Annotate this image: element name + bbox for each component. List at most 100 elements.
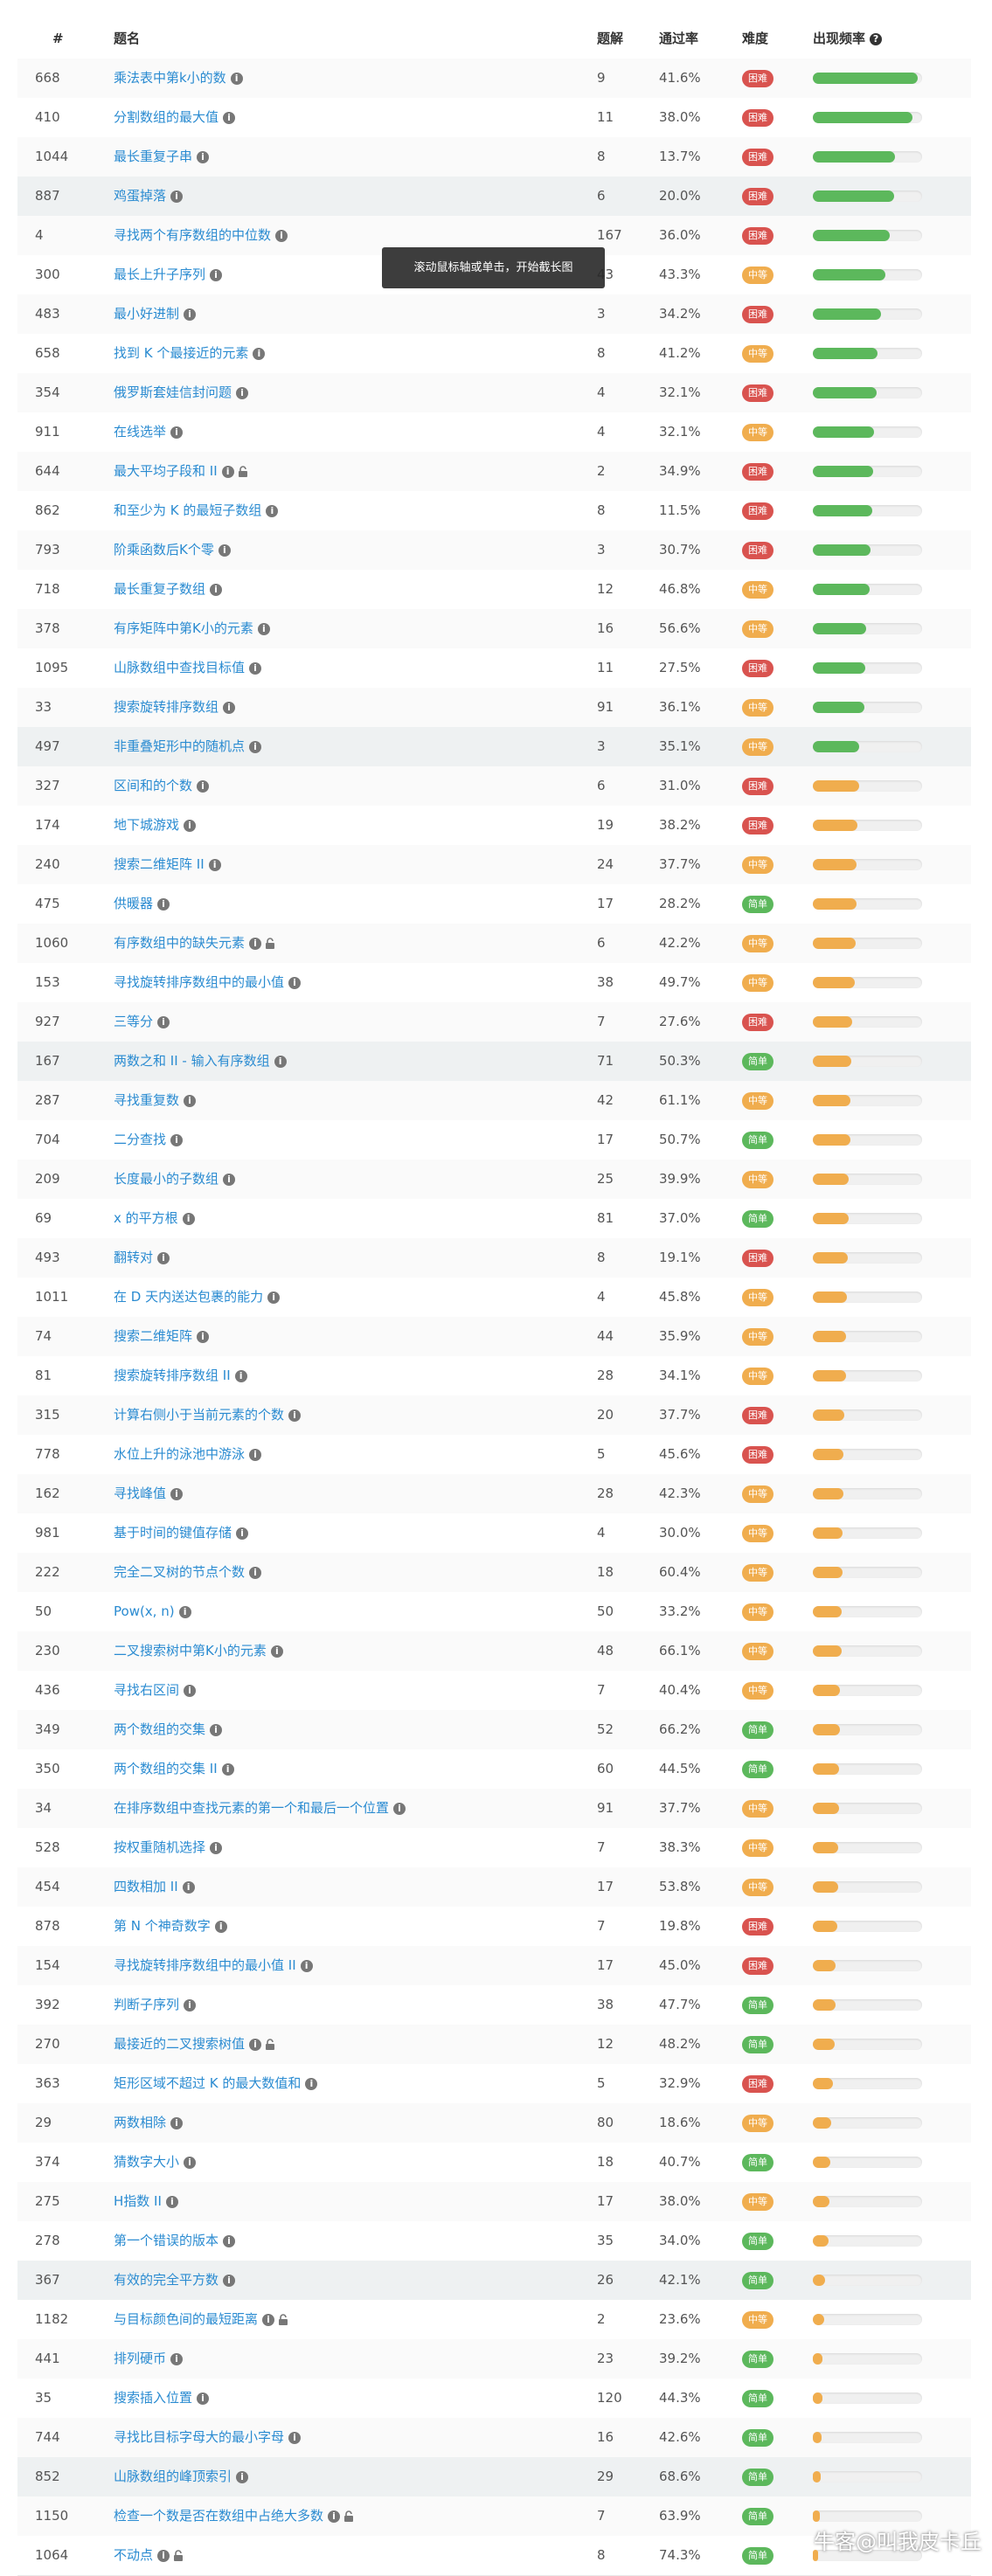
problem-title[interactable]: 二叉搜索树中第K小的元素: [114, 1643, 267, 1658]
info-icon[interactable]: i: [274, 1055, 287, 1068]
info-icon[interactable]: i: [157, 1015, 170, 1028]
problem-title[interactable]: 找到 K 个最接近的元素: [114, 345, 249, 361]
problem-title[interactable]: 长度最小的子数组: [114, 1171, 219, 1187]
info-icon[interactable]: i: [305, 2077, 318, 2090]
info-icon[interactable]: i: [184, 1094, 197, 1107]
problem-title[interactable]: 完全二叉树的节点个数: [114, 1564, 246, 1580]
info-icon[interactable]: i: [184, 308, 197, 321]
info-icon[interactable]: i: [267, 1291, 281, 1304]
info-icon[interactable]: i: [197, 2392, 210, 2405]
info-icon[interactable]: i: [210, 1841, 223, 1854]
info-icon[interactable]: i: [184, 819, 197, 832]
problem-title[interactable]: 第 N 个神奇数字: [114, 1918, 211, 1934]
info-icon[interactable]: i: [197, 779, 210, 793]
info-icon[interactable]: i: [208, 858, 221, 871]
problem-title[interactable]: 寻找峰值: [114, 1485, 167, 1501]
problem-title[interactable]: 在排序数组中查找元素的第一个和最后一个位置: [114, 1800, 390, 1816]
problem-title[interactable]: 计算右侧小于当前元素的个数: [114, 1407, 285, 1423]
problem-title[interactable]: 矩形区域不超过 K 的最大数值和: [114, 2075, 302, 2091]
problem-title[interactable]: 两数相除: [114, 2115, 167, 2130]
problem-title[interactable]: 搜索二维矩阵 II: [114, 856, 205, 872]
problem-title[interactable]: 寻找右区间: [114, 1682, 180, 1698]
problem-title[interactable]: 最小好进制: [114, 306, 180, 322]
info-icon[interactable]: i: [236, 2470, 249, 2483]
problem-title[interactable]: 非重叠矩形中的随机点: [114, 738, 246, 754]
info-icon[interactable]: i: [300, 1959, 313, 1972]
problem-title[interactable]: 最长重复子串: [114, 149, 193, 164]
problem-title[interactable]: 最接近的二叉搜索树值: [114, 2036, 246, 2052]
problem-title[interactable]: 寻找比目标字母大的最小字母: [114, 2429, 285, 2445]
info-icon[interactable]: i: [393, 1802, 406, 1815]
info-icon[interactable]: i: [210, 583, 223, 596]
problem-title[interactable]: 搜索插入位置: [114, 2390, 193, 2406]
info-icon[interactable]: i: [184, 1998, 197, 2012]
info-icon[interactable]: i: [275, 229, 288, 242]
info-icon[interactable]: i: [178, 1605, 191, 1618]
info-icon[interactable]: i: [249, 2038, 262, 2051]
info-icon[interactable]: i: [170, 190, 184, 203]
problem-title[interactable]: 排列硬币: [114, 2351, 167, 2366]
info-icon[interactable]: i: [288, 976, 302, 989]
problem-title[interactable]: 猜数字大小: [114, 2154, 180, 2170]
info-icon[interactable]: i: [236, 386, 249, 399]
problem-title[interactable]: 供暖器: [114, 896, 154, 911]
info-icon[interactable]: i: [170, 1487, 184, 1500]
info-icon[interactable]: i: [157, 2549, 170, 2562]
problem-title[interactable]: 判断子序列: [114, 1997, 180, 2012]
info-icon[interactable]: i: [218, 544, 231, 557]
info-icon[interactable]: i: [253, 347, 266, 360]
problem-title[interactable]: 检查一个数是否在数组中占绝大多数: [114, 2508, 324, 2524]
problem-title[interactable]: 寻找旋转排序数组中的最小值: [114, 974, 285, 990]
problem-title[interactable]: 基于时间的键值存储: [114, 1525, 232, 1541]
problem-title[interactable]: H指数 II: [114, 2193, 162, 2209]
problem-title[interactable]: 搜索二维矩阵: [114, 1328, 193, 1344]
info-icon[interactable]: i: [221, 1762, 234, 1776]
info-icon[interactable]: i: [170, 426, 184, 439]
problem-title[interactable]: 第一个错误的版本: [114, 2233, 219, 2248]
problem-title[interactable]: 两数之和 II - 输入有序数组: [114, 1053, 270, 1069]
problem-title[interactable]: 与目标颜色间的最短距离: [114, 2311, 259, 2327]
info-icon[interactable]: i: [262, 2313, 275, 2326]
problem-title[interactable]: 水位上升的泳池中游泳: [114, 1446, 246, 1462]
info-icon[interactable]: i: [184, 2156, 197, 2169]
problem-title[interactable]: 分割数组的最大值: [114, 109, 219, 125]
problem-title[interactable]: 区间和的个数: [114, 778, 193, 793]
info-icon[interactable]: i: [223, 2274, 236, 2287]
problem-title[interactable]: 最长上升子序列: [114, 267, 206, 282]
info-icon[interactable]: i: [157, 897, 170, 911]
problem-title[interactable]: 阶乘函数后K个零: [114, 542, 214, 557]
problem-title[interactable]: 最大平均子段和 II: [114, 463, 218, 479]
problem-title[interactable]: 翻转对: [114, 1250, 154, 1265]
problem-title[interactable]: 有序数组中的缺失元素: [114, 935, 246, 951]
info-icon[interactable]: i: [170, 2116, 184, 2129]
problem-title[interactable]: 搜索旋转排序数组: [114, 699, 219, 715]
info-icon[interactable]: i: [223, 2234, 236, 2247]
problem-title[interactable]: Pow(x, n): [114, 1603, 175, 1619]
info-icon[interactable]: i: [230, 72, 243, 85]
problem-title[interactable]: x 的平方根: [114, 1210, 178, 1226]
info-icon[interactable]: i: [249, 1448, 262, 1461]
problem-title[interactable]: 最长重复子数组: [114, 581, 206, 597]
info-icon[interactable]: i: [182, 1880, 195, 1894]
problem-title[interactable]: 三等分: [114, 1014, 154, 1029]
info-icon[interactable]: i: [157, 1251, 170, 1264]
problem-title[interactable]: 寻找两个有序数组的中位数: [114, 227, 272, 243]
info-icon[interactable]: i: [170, 1133, 184, 1146]
info-icon[interactable]: i: [165, 2195, 178, 2208]
problem-title[interactable]: 两个数组的交集: [114, 1721, 206, 1737]
problem-title[interactable]: 二分查找: [114, 1132, 167, 1147]
problem-title[interactable]: 四数相加 II: [114, 1879, 178, 1894]
info-icon[interactable]: i: [257, 622, 270, 635]
problem-title[interactable]: 按权重随机选择: [114, 1839, 206, 1855]
problem-title[interactable]: 鸡蛋掉落: [114, 188, 167, 204]
problem-title[interactable]: 有效的完全平方数: [114, 2272, 219, 2288]
info-icon[interactable]: i: [249, 1566, 262, 1579]
info-icon[interactable]: i: [221, 465, 234, 478]
problem-title[interactable]: 寻找重复数: [114, 1092, 180, 1108]
info-icon[interactable]: i: [328, 2510, 341, 2523]
info-icon[interactable]: i: [270, 1645, 283, 1658]
info-icon[interactable]: i: [266, 504, 279, 517]
problem-title[interactable]: 有序矩阵中第K小的元素: [114, 620, 253, 636]
problem-title[interactable]: 在 D 天内送达包裹的能力: [114, 1289, 264, 1305]
info-icon[interactable]: i: [214, 1920, 227, 1933]
